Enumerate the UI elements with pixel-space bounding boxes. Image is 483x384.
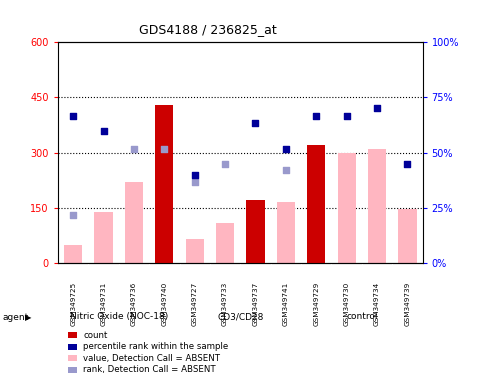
Point (343, 113, 351, 119)
Bar (246, 200, 265, 263)
Point (191, 179, 199, 185)
Text: count: count (83, 331, 107, 340)
Text: percentile rank within the sample: percentile rank within the sample (83, 342, 228, 351)
Text: GSM349733: GSM349733 (222, 282, 228, 326)
Text: GSM349740: GSM349740 (161, 282, 167, 326)
Point (160, 146, 168, 152)
Bar (307, 145, 326, 263)
Text: GSM349736: GSM349736 (131, 282, 137, 326)
Bar (368, 149, 386, 263)
Bar (185, 239, 204, 263)
Point (282, 167, 290, 173)
Text: CD3/CD28: CD3/CD28 (217, 312, 264, 321)
Point (252, 120, 259, 126)
Point (191, 172, 199, 178)
Text: GSM349725: GSM349725 (70, 282, 76, 326)
Text: rank, Detection Call = ABSENT: rank, Detection Call = ABSENT (83, 365, 216, 374)
Point (373, 106, 381, 112)
Text: agent: agent (2, 313, 28, 323)
Point (221, 161, 229, 167)
Point (282, 146, 290, 152)
Text: GSM349727: GSM349727 (192, 282, 198, 326)
Text: GSM349730: GSM349730 (343, 282, 350, 326)
Text: GSM349731: GSM349731 (100, 282, 107, 326)
Text: control: control (346, 312, 378, 321)
Point (69, 212, 77, 218)
Bar (338, 152, 356, 263)
Bar (398, 209, 416, 263)
Text: GSM349739: GSM349739 (404, 282, 411, 326)
Bar (64, 245, 82, 263)
Text: value, Detection Call = ABSENT: value, Detection Call = ABSENT (83, 354, 220, 363)
Text: GSM349741: GSM349741 (283, 282, 289, 326)
Bar (216, 223, 234, 263)
Point (404, 161, 412, 167)
Text: GSM349734: GSM349734 (374, 282, 380, 326)
Point (313, 113, 320, 119)
Text: GSM349737: GSM349737 (253, 282, 258, 326)
Point (99, 127, 107, 134)
Text: Nitric Oxide (NOC-18): Nitric Oxide (NOC-18) (70, 312, 168, 321)
Bar (155, 105, 173, 263)
Bar (125, 182, 143, 263)
Bar (95, 212, 113, 263)
Text: GSM349729: GSM349729 (313, 282, 319, 326)
Text: ▶: ▶ (25, 313, 31, 323)
Point (130, 146, 138, 152)
Text: GDS4188 / 236825_at: GDS4188 / 236825_at (139, 23, 277, 36)
Bar (277, 202, 295, 263)
Point (69, 113, 77, 119)
